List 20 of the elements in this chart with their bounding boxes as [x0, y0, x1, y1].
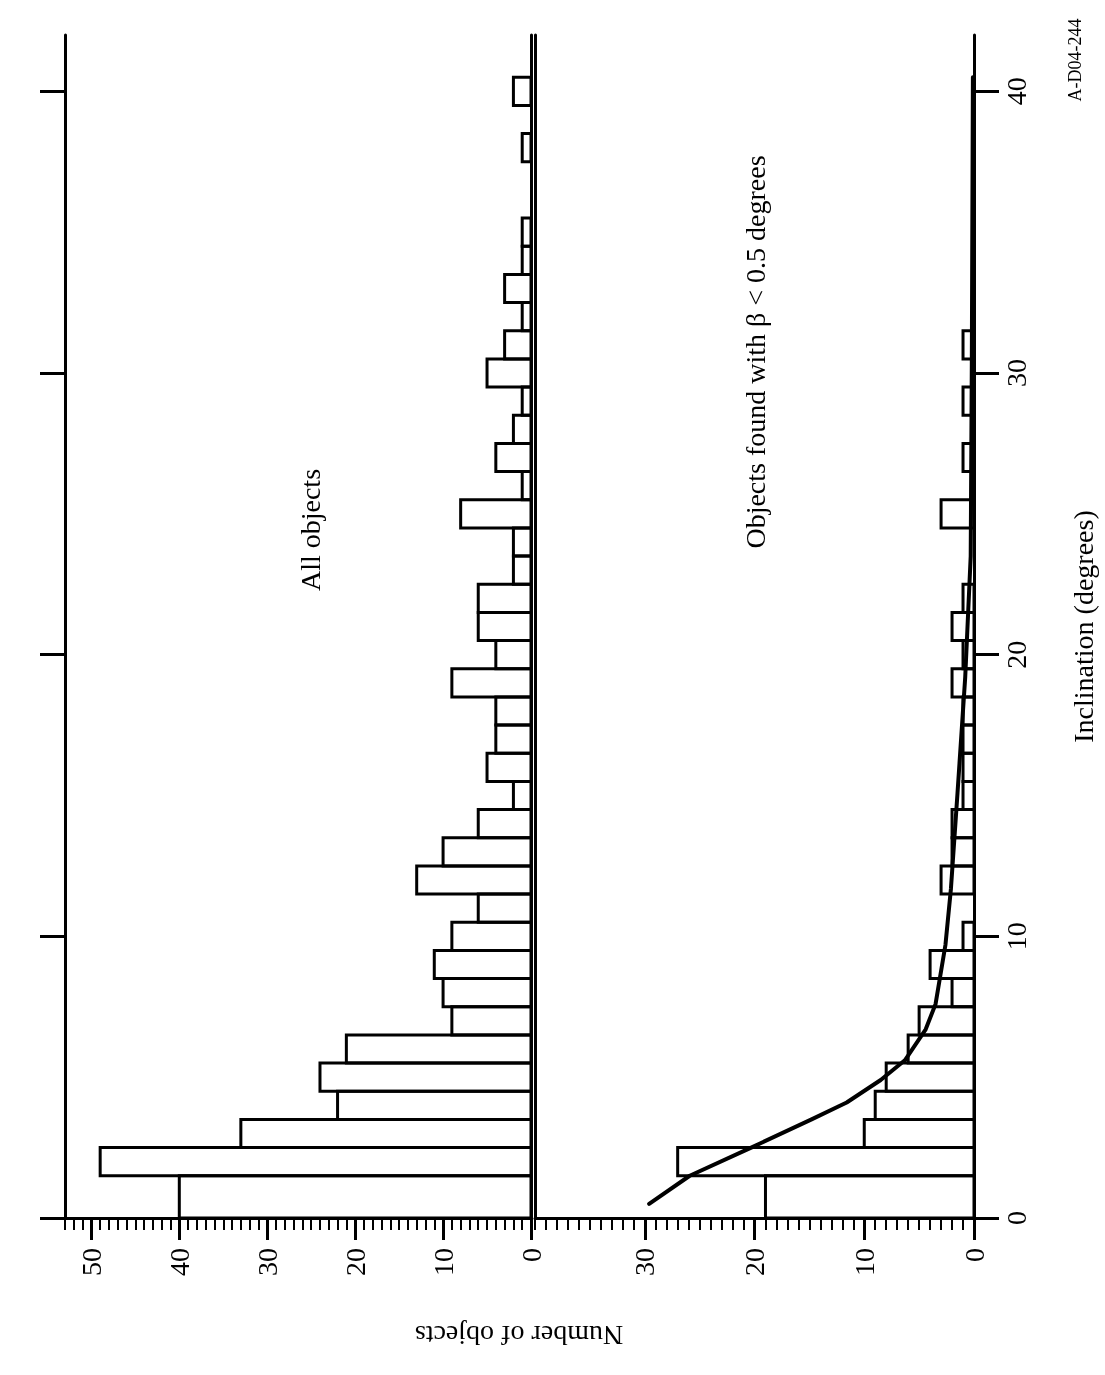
x-tick-label: 10 — [427, 1248, 459, 1276]
x-tick-label: 20 — [739, 1248, 770, 1276]
x-tick-label: 10 — [848, 1248, 880, 1276]
x-tick-label: 30 — [251, 1248, 283, 1276]
x-tick-label: 0 — [958, 1248, 990, 1262]
y-tick-label: 10 — [1000, 922, 1032, 951]
y-tick-label: 20 — [1000, 640, 1032, 669]
x-tick-label: 20 — [339, 1248, 371, 1276]
y-tick-label: 30 — [1000, 359, 1032, 387]
text: A-D04-244 — [1065, 18, 1085, 102]
x-tick-label: 40 — [163, 1248, 195, 1276]
text: All objects — [294, 468, 326, 592]
y-axis-title: Inclination (degrees) — [1067, 510, 1099, 743]
x-axis-title: Number of objects — [415, 1319, 624, 1351]
y-tick-label: 0 — [1000, 1211, 1032, 1225]
text: Objects found with β < 0.5 degrees — [739, 155, 771, 549]
x-tick-label: 0 — [515, 1248, 547, 1262]
x-tick-label: 50 — [75, 1248, 107, 1276]
x-tick-label: 30 — [629, 1248, 661, 1276]
y-tick-label: 40 — [1000, 77, 1032, 106]
